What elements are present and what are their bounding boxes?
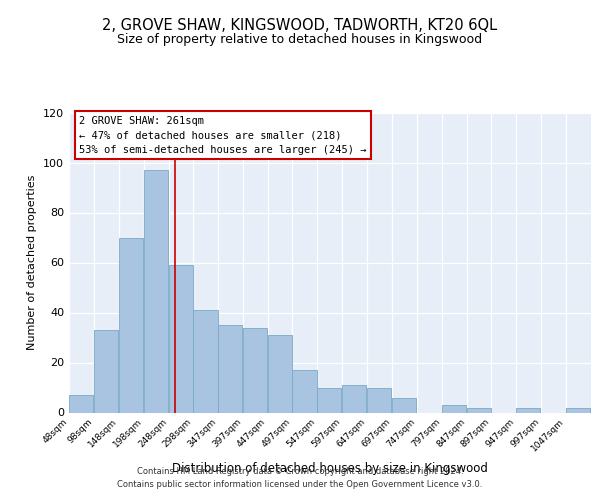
Text: Size of property relative to detached houses in Kingswood: Size of property relative to detached ho… — [118, 32, 482, 46]
Bar — [268, 335, 292, 412]
Text: Contains public sector information licensed under the Open Government Licence v3: Contains public sector information licen… — [118, 480, 482, 489]
Bar — [193, 310, 218, 412]
Bar — [342, 385, 367, 412]
Bar — [94, 330, 118, 412]
Text: 2 GROVE SHAW: 261sqm
← 47% of detached houses are smaller (218)
53% of semi-deta: 2 GROVE SHAW: 261sqm ← 47% of detached h… — [79, 116, 367, 155]
Bar — [392, 398, 416, 412]
Bar — [69, 395, 93, 412]
Bar — [566, 408, 590, 412]
Bar — [317, 388, 341, 412]
Bar — [517, 408, 541, 412]
Bar — [169, 265, 193, 412]
Bar — [292, 370, 317, 412]
Y-axis label: Number of detached properties: Number of detached properties — [28, 175, 37, 350]
Text: Contains HM Land Registry data © Crown copyright and database right 2024.: Contains HM Land Registry data © Crown c… — [137, 467, 463, 476]
Bar — [218, 325, 242, 412]
Bar — [119, 238, 143, 412]
Bar — [367, 388, 391, 412]
Bar — [143, 170, 168, 412]
Text: 2, GROVE SHAW, KINGSWOOD, TADWORTH, KT20 6QL: 2, GROVE SHAW, KINGSWOOD, TADWORTH, KT20… — [103, 18, 497, 32]
Bar — [467, 408, 491, 412]
X-axis label: Distribution of detached houses by size in Kingswood: Distribution of detached houses by size … — [172, 462, 488, 475]
Bar — [242, 328, 267, 412]
Bar — [442, 405, 466, 412]
